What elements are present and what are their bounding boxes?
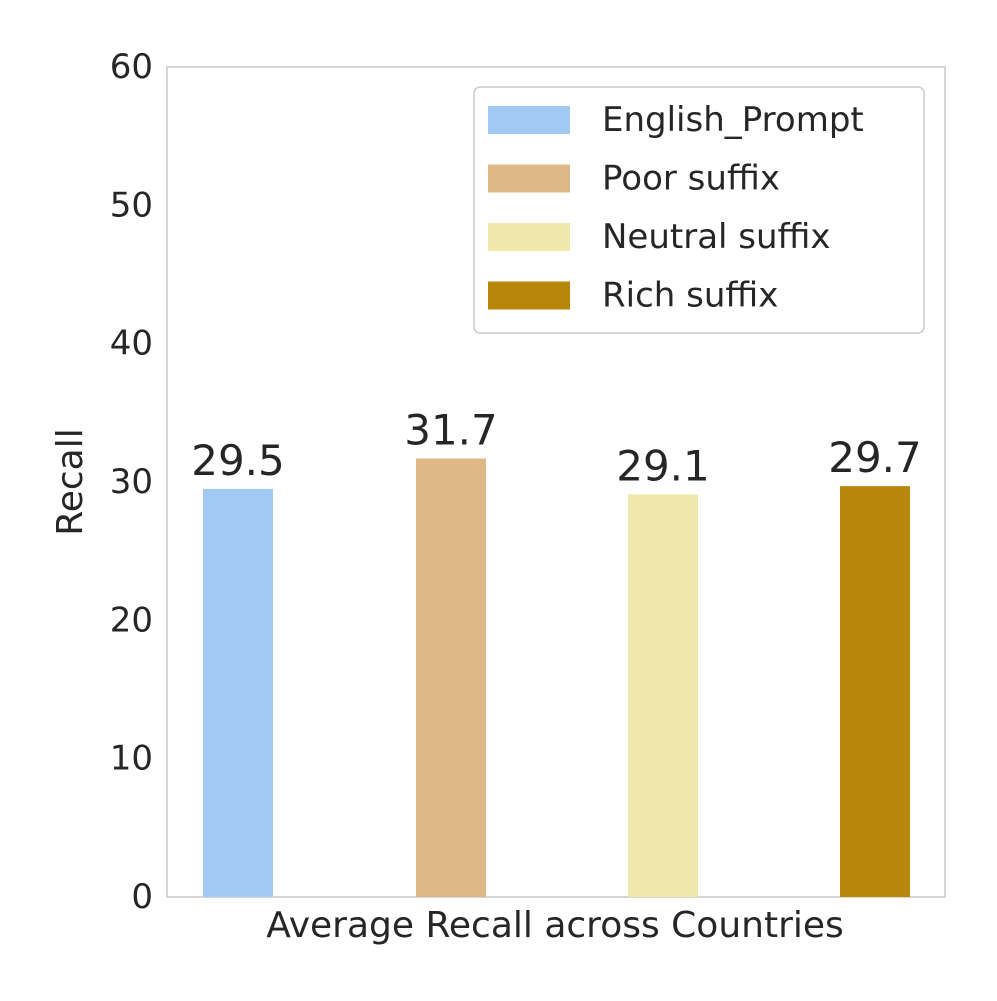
legend-swatch (488, 281, 570, 310)
legend-swatch (488, 223, 570, 251)
y-tick-label: 30 (110, 462, 153, 502)
y-tick-label: 50 (110, 185, 153, 225)
bar-0 (203, 488, 273, 897)
bar-value-label: 29.7 (828, 433, 922, 482)
bar-3 (840, 486, 910, 897)
bar-value-label: 29.5 (191, 436, 285, 485)
legend-entry-label: Rich suffix (602, 276, 778, 316)
y-axis-label: Recall (50, 428, 91, 535)
bar-value-label: 31.7 (404, 405, 498, 454)
legend-entry-label: Poor suffix (602, 159, 780, 199)
bar-value-label: 29.1 (616, 441, 710, 490)
bar-1 (416, 458, 486, 897)
y-tick-label: 0 (131, 877, 153, 917)
y-tick-label: 20 (110, 600, 153, 640)
plot-frame (166, 66, 946, 898)
legend-swatch (488, 106, 570, 134)
y-tick-label: 40 (110, 324, 153, 364)
legend-entry-label: English_Prompt (602, 100, 864, 140)
legend: English_Prompt Poor suffix Neutral suffix R… (473, 86, 925, 334)
y-tick-label: 60 (110, 47, 153, 87)
y-tick-label: 10 (110, 739, 153, 779)
legend-swatch (488, 164, 570, 193)
bar-2 (628, 494, 698, 897)
legend-entry-label: Neutral suffix (602, 217, 831, 257)
legend-box (473, 86, 925, 334)
x-axis-label: Average Recall across Countries (266, 905, 844, 946)
